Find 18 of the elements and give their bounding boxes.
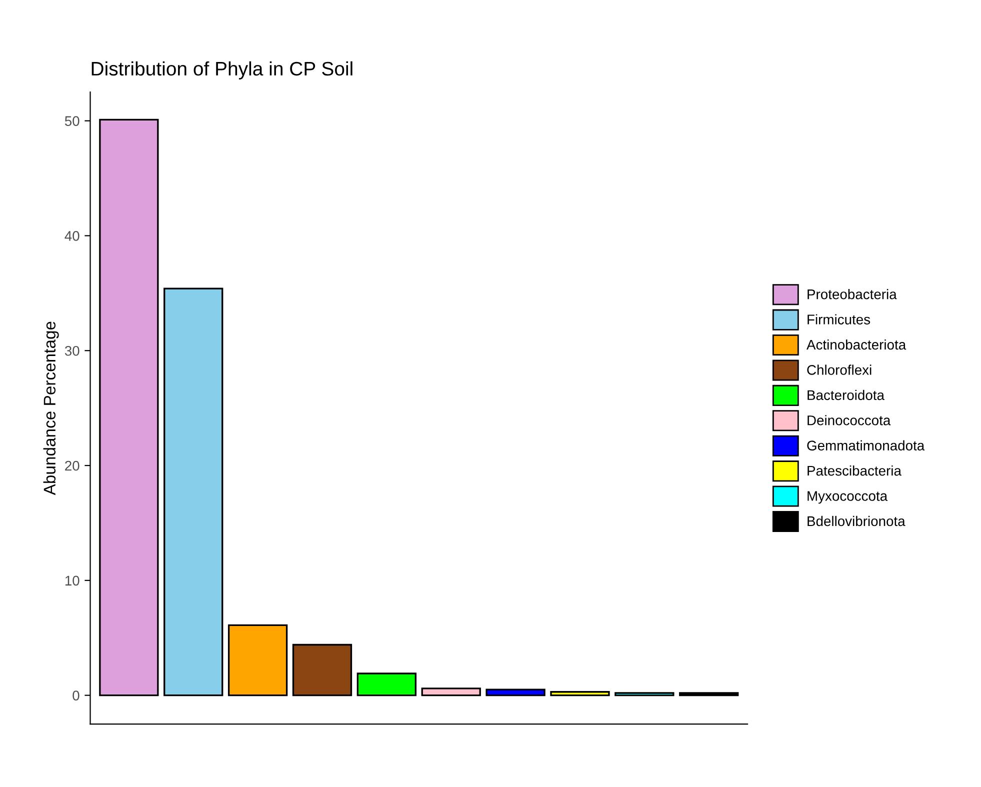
legend-label: Actinobacteriota (806, 339, 906, 350)
y-axis-title: Abundance Percentage (43, 322, 59, 496)
legend-label: Proteobacteria (808, 289, 897, 300)
legend-label: Bacteroidota (808, 390, 884, 400)
y-tick-label: 10 (65, 576, 80, 586)
y-tick-label: 40 (64, 231, 80, 241)
legend-label: Bdellovibrionota (808, 516, 906, 526)
y-tick-label: 20 (65, 460, 80, 471)
y-tick-label: 30 (64, 346, 80, 356)
legend-label: Chloroflexi (807, 364, 872, 375)
legend-label: Patescibacteria (808, 465, 902, 476)
chart-title: Distribution of Phyla in CP Soil (92, 61, 352, 80)
legend-label: Deinococcota (808, 415, 891, 426)
y-tick-label: 0 (72, 690, 80, 700)
y-tick-label: 50 (64, 116, 80, 126)
legend-label: Myxococcota (808, 491, 888, 504)
legend-label: Firmicutes (808, 314, 870, 324)
legend-label: Gemmatimonadota (807, 440, 925, 450)
